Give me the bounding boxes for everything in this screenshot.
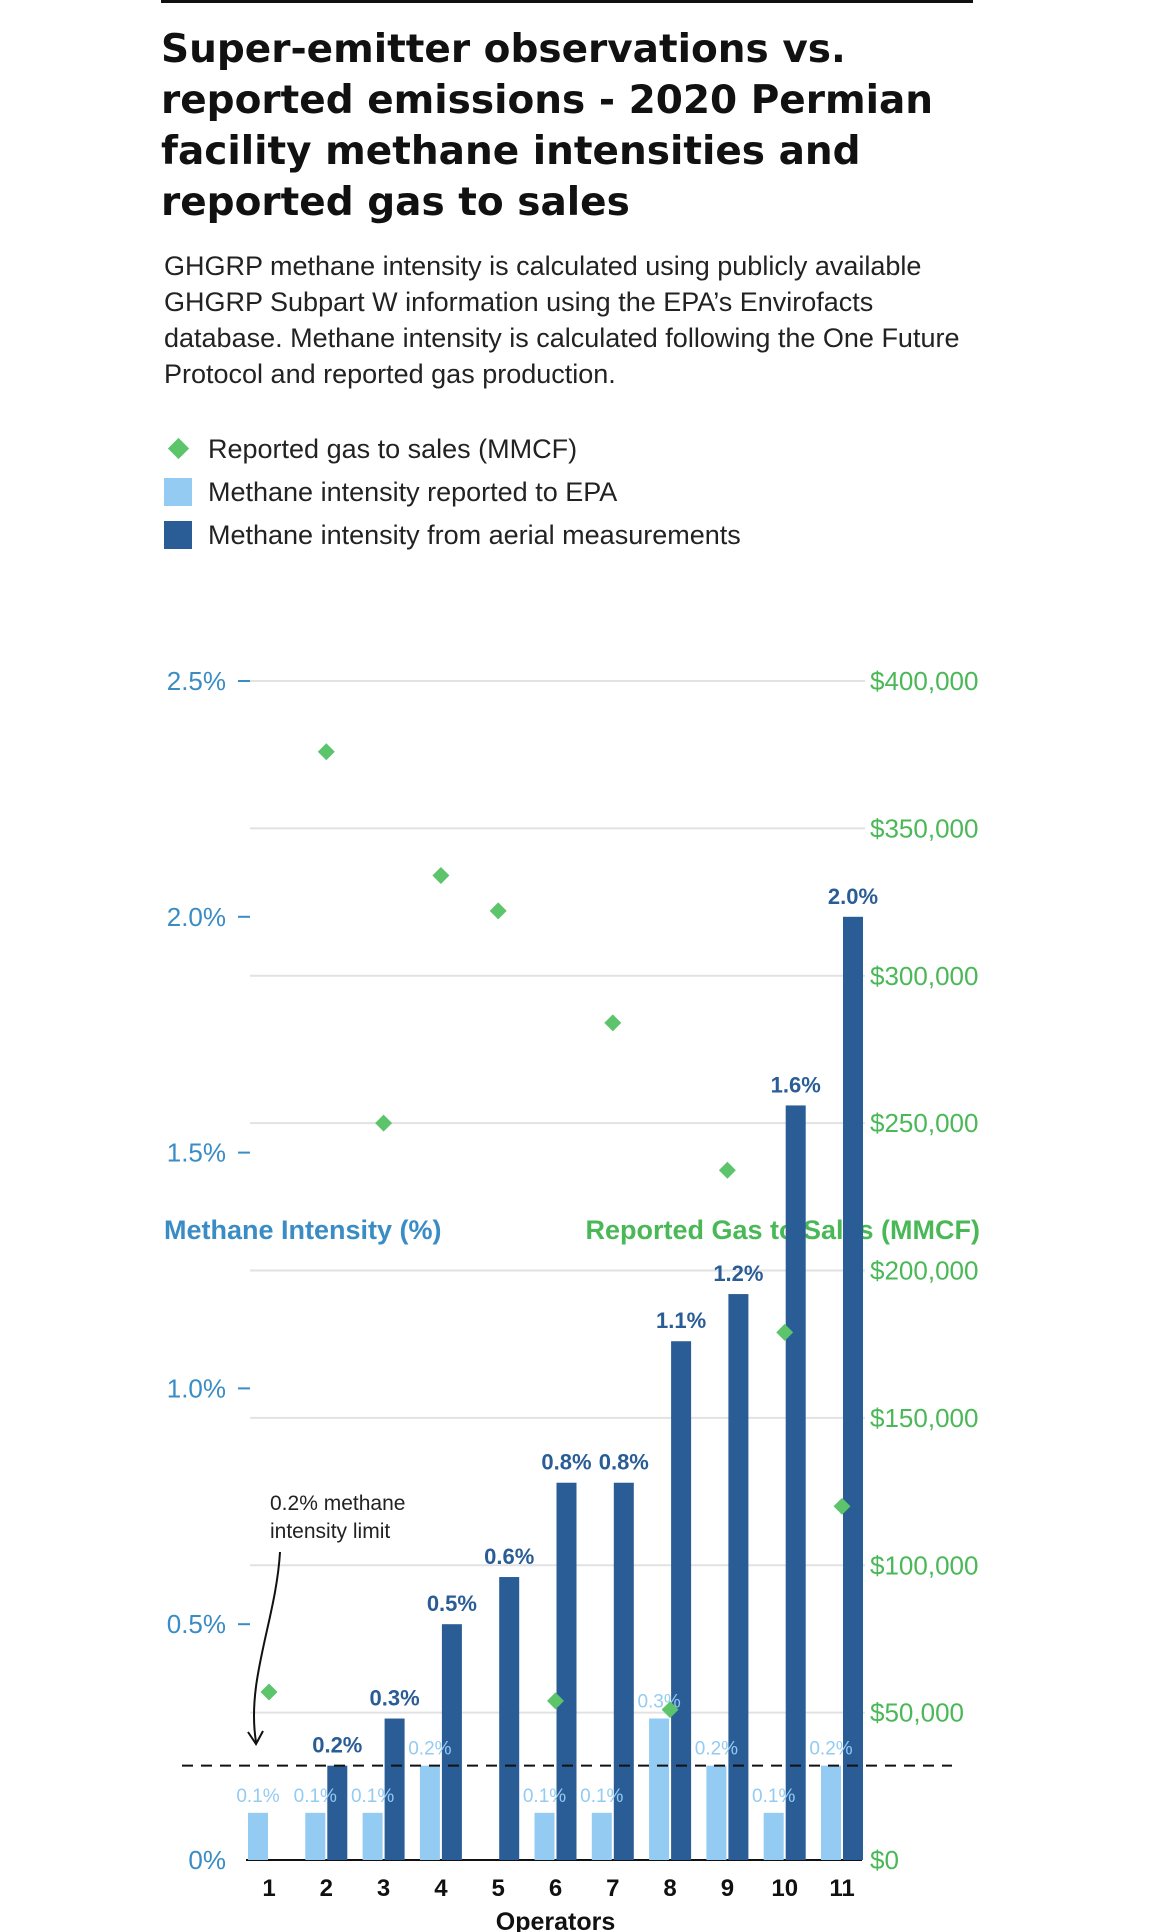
gas-sales-point	[489, 902, 507, 920]
x-tick-label: 3	[377, 1875, 390, 1902]
x-tick-label: 8	[663, 1875, 676, 1902]
legend-label: Methane intensity from aerial measuremen…	[208, 520, 741, 550]
legend-label: Reported gas to sales (MMCF)	[208, 434, 578, 464]
y2-tick-label: $0	[870, 1845, 899, 1875]
epa-bar	[534, 1812, 555, 1860]
aerial-data-label: 1.2%	[713, 1261, 763, 1286]
y2-tick-label: $200,000	[870, 1256, 978, 1286]
epa-data-label: 0.1%	[580, 1786, 623, 1807]
epa-data-label: 0.1%	[351, 1786, 394, 1807]
aerial-data-label: 1.1%	[656, 1308, 706, 1333]
aerial-bar	[327, 1765, 348, 1860]
x-tick-label: 7	[606, 1875, 619, 1902]
annotation-text: intensity limit	[270, 1520, 390, 1543]
gas-sales-point	[833, 1497, 851, 1515]
epa-bar	[362, 1812, 383, 1860]
aerial-bar	[843, 916, 863, 1860]
methane-intensity-chart: Methane Intensity (%) Reported Gas to Sal…	[164, 666, 980, 1932]
gas-sales-point	[260, 1683, 278, 1701]
aerial-data-label: 0.8%	[599, 1450, 649, 1475]
x-tick-label: 5	[492, 1875, 505, 1902]
gas-sales-point	[375, 1114, 393, 1132]
epa-bar	[821, 1765, 841, 1860]
aerial-data-label: 1.6%	[771, 1072, 821, 1097]
epa-data-label: 0.1%	[294, 1786, 337, 1807]
aerial-data-label: 0.3%	[370, 1686, 420, 1711]
aerial-data-label: 0.5%	[427, 1591, 477, 1616]
epa-bar	[305, 1812, 326, 1860]
x-tick-label: 6	[549, 1875, 562, 1902]
aerial-data-label: 0.6%	[484, 1544, 534, 1569]
annotation-text: 0.2% methane	[270, 1492, 405, 1515]
gas-sales-point	[776, 1323, 794, 1341]
y2-tick-label: $50,000	[870, 1698, 964, 1728]
annotation-arrowhead	[247, 1730, 264, 1746]
y2-tick-label: $150,000	[870, 1403, 978, 1433]
aerial-bar	[384, 1718, 405, 1860]
chart-title: Super-emitter observations vs. reported …	[161, 27, 934, 225]
left-axis-title: Methane Intensity (%)	[164, 1215, 442, 1245]
annotation-arrow	[252, 1551, 281, 1743]
y2-tick-label: $350,000	[870, 813, 978, 843]
epa-bar	[649, 1718, 670, 1860]
y2-tick-label: $100,000	[870, 1550, 978, 1580]
aerial-bar	[671, 1341, 692, 1860]
right-axis-title: Reported Gas to Sales (MMCF)	[585, 1215, 980, 1245]
gas-sales-point	[317, 743, 335, 761]
y-tick-label: 1.0%	[167, 1373, 226, 1403]
y2-tick-label: $400,000	[870, 666, 978, 696]
legend-square-icon	[164, 521, 192, 549]
aerial-bar	[785, 1105, 806, 1860]
aerial-data-label: 2.0%	[828, 884, 878, 909]
y-tick-label: 0%	[188, 1845, 226, 1875]
epa-bar	[419, 1765, 440, 1860]
x-tick-label: 2	[320, 1875, 333, 1902]
epa-data-label: 0.1%	[752, 1786, 795, 1807]
aerial-data-label: 0.8%	[541, 1450, 591, 1475]
chart-subtitle: GHGRP methane intensity is calculated us…	[164, 251, 960, 389]
y2-tick-label: $300,000	[870, 961, 978, 991]
x-axis-title: Operators	[496, 1908, 615, 1932]
gas-sales-point	[432, 867, 450, 885]
x-tick-label: 11	[829, 1875, 854, 1902]
epa-data-label: 0.1%	[236, 1786, 279, 1807]
gas-sales-point	[718, 1161, 736, 1179]
aerial-bar	[728, 1294, 749, 1860]
top-rule	[161, 0, 973, 3]
y-tick-label: 1.5%	[167, 1138, 226, 1168]
aerial-bar	[441, 1624, 462, 1860]
y-tick-label: 2.0%	[167, 902, 226, 932]
y-tick-label: 0.5%	[167, 1609, 226, 1639]
gas-sales-point	[661, 1701, 679, 1719]
epa-data-label: 0.1%	[523, 1786, 566, 1807]
epa-data-label: 0.2%	[408, 1739, 451, 1760]
gas-sales-point	[547, 1692, 564, 1710]
epa-data-label: 0.2%	[809, 1739, 852, 1760]
epa-bar	[248, 1812, 268, 1860]
legend-diamond-icon	[167, 437, 190, 460]
x-tick-label: 1	[262, 1875, 275, 1902]
x-tick-label: 9	[721, 1875, 734, 1902]
y-tick-label: 2.5%	[167, 666, 226, 696]
epa-bar	[706, 1765, 727, 1860]
epa-bar	[763, 1812, 784, 1860]
legend-square-icon	[164, 478, 192, 506]
gas-sales-point	[604, 1014, 622, 1032]
legend-label: Methane intensity reported to EPA	[208, 477, 618, 507]
y2-tick-label: $250,000	[870, 1108, 978, 1138]
x-tick-label: 10	[771, 1875, 798, 1902]
x-tick-label: 4	[434, 1875, 448, 1902]
epa-bar	[591, 1812, 612, 1860]
aerial-data-label: 0.2%	[312, 1733, 362, 1758]
aerial-bar	[499, 1577, 520, 1860]
epa-data-label: 0.2%	[695, 1739, 738, 1760]
